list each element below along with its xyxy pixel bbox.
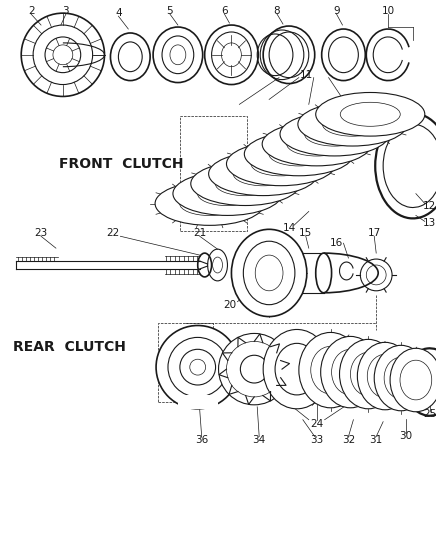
- Ellipse shape: [155, 182, 264, 225]
- Text: 5: 5: [166, 6, 173, 16]
- Bar: [180, 116, 247, 231]
- Text: 31: 31: [370, 434, 383, 445]
- Ellipse shape: [191, 162, 300, 206]
- Ellipse shape: [374, 345, 428, 411]
- Ellipse shape: [339, 340, 397, 409]
- Text: FRONT  CLUTCH: FRONT CLUTCH: [59, 157, 184, 171]
- Text: 32: 32: [342, 434, 355, 445]
- Text: 24: 24: [310, 418, 323, 429]
- Ellipse shape: [357, 342, 413, 410]
- Ellipse shape: [316, 93, 425, 136]
- Ellipse shape: [262, 122, 371, 166]
- Text: 14: 14: [283, 223, 296, 233]
- Circle shape: [219, 334, 290, 405]
- Ellipse shape: [208, 152, 318, 196]
- Text: 3: 3: [63, 6, 69, 16]
- Text: 12: 12: [423, 200, 436, 211]
- Text: 8: 8: [274, 6, 280, 16]
- Text: 13: 13: [423, 219, 436, 228]
- Ellipse shape: [390, 348, 438, 412]
- Text: 6: 6: [221, 6, 228, 16]
- Bar: [178, 395, 218, 409]
- Ellipse shape: [316, 253, 332, 293]
- Text: 22: 22: [106, 228, 119, 238]
- Circle shape: [156, 326, 240, 409]
- Text: 11: 11: [300, 70, 314, 79]
- Text: 16: 16: [330, 238, 343, 248]
- Ellipse shape: [298, 102, 407, 146]
- Bar: [158, 322, 212, 402]
- Ellipse shape: [231, 229, 307, 317]
- Text: 23: 23: [35, 228, 48, 238]
- Ellipse shape: [173, 172, 282, 215]
- Text: 20: 20: [223, 300, 236, 310]
- Ellipse shape: [321, 336, 380, 408]
- Text: 21: 21: [193, 228, 206, 238]
- Text: 33: 33: [310, 434, 323, 445]
- Ellipse shape: [263, 329, 331, 409]
- Text: 10: 10: [381, 6, 395, 16]
- Text: 2: 2: [28, 6, 35, 16]
- Text: 30: 30: [399, 431, 413, 441]
- Ellipse shape: [226, 142, 336, 185]
- Text: 34: 34: [253, 434, 266, 445]
- Ellipse shape: [280, 112, 389, 156]
- Ellipse shape: [299, 333, 362, 408]
- Text: 17: 17: [367, 228, 381, 238]
- Text: 4: 4: [115, 8, 122, 18]
- Text: 15: 15: [299, 228, 312, 238]
- Text: 25: 25: [423, 409, 436, 419]
- Ellipse shape: [244, 132, 353, 176]
- Text: REAR  CLUTCH: REAR CLUTCH: [13, 340, 126, 354]
- Text: 9: 9: [333, 6, 340, 16]
- Text: 36: 36: [195, 434, 208, 445]
